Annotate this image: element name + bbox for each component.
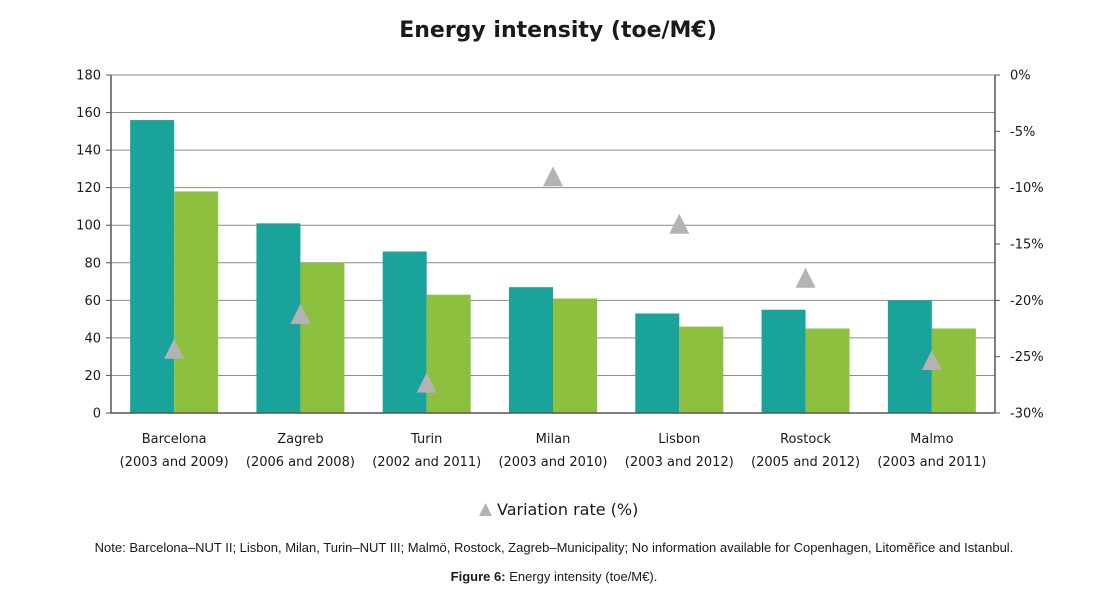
bar-series-1 [130, 120, 175, 414]
variation-marker [543, 166, 563, 187]
y2-tick-label: -25% [1010, 350, 1044, 365]
chart-title: Energy intensity (toe/M€) [399, 18, 717, 43]
bar-series-1 [887, 300, 932, 413]
category-sublabel: (2005 and 2012) [751, 455, 860, 470]
category-label: Milan [536, 432, 571, 447]
y-tick-label: 40 [84, 331, 101, 346]
figure-note: Note: Barcelona–NUT II; Lisbon, Milan, T… [94, 540, 1014, 555]
category-sublabel: (2002 and 2011) [372, 455, 481, 470]
category-label: Lisbon [658, 432, 700, 447]
bars [130, 120, 976, 414]
y2-tick-label: -5% [1010, 125, 1035, 140]
category-label: Zagreb [277, 432, 323, 447]
category-sublabel: (2003 and 2009) [120, 455, 229, 470]
caption-text: Energy intensity (toe/M€). [505, 569, 658, 584]
y-tick-label: 80 [84, 256, 101, 271]
y2-tick-label: -15% [1010, 238, 1044, 253]
y-tick-label: 100 [76, 219, 101, 234]
bar-series-2 [174, 191, 219, 413]
legend-triangle-icon [479, 503, 492, 516]
y2-axis-ticks: 0% -5% -10% -15% -20% -25% -30% [995, 69, 1044, 422]
category-sublabel: (2003 and 2010) [498, 455, 607, 470]
bar-series-2 [805, 328, 850, 413]
category-label: Turin [410, 432, 442, 447]
energy-intensity-chart: Energy intensity (toe/M€) 0 20 40 60 80 100 12… [76, 18, 1044, 519]
bar-series-2 [300, 262, 345, 413]
bar-series-2 [426, 294, 471, 413]
y-tick-label: 20 [84, 369, 101, 384]
variation-marker [290, 303, 311, 324]
y2-tick-label: 0% [1010, 69, 1031, 84]
figure-caption: Figure 6: Energy intensity (toe/M€). [0, 569, 1108, 584]
y-tick-label: 140 [76, 144, 101, 159]
variation-markers [164, 166, 942, 393]
y2-tick-label: -10% [1010, 181, 1044, 196]
category-labels: Barcelona (2003 and 2009) Zagreb (2006 and … [120, 432, 987, 470]
legend-label: Variation rate (%) [497, 500, 638, 519]
y-tick-label: 0 [93, 407, 101, 422]
category-sublabel: (2006 and 2008) [246, 455, 355, 470]
y-tick-label: 120 [76, 181, 101, 196]
y-axis-ticks: 0 20 40 60 80 100 120 140 160 180 [76, 69, 111, 422]
category-label: Malmo [910, 432, 953, 447]
bar-series-2 [931, 328, 976, 413]
y-tick-label: 180 [76, 69, 101, 84]
y-tick-label: 160 [76, 106, 101, 121]
bar-series-1 [509, 287, 553, 413]
variation-marker [669, 213, 690, 234]
bar-series-1 [256, 223, 301, 413]
category-sublabel: (2003 and 2012) [625, 455, 734, 470]
y-tick-label: 60 [84, 294, 101, 309]
bar-series-1 [382, 251, 427, 413]
variation-marker [416, 372, 437, 393]
y2-tick-label: -20% [1010, 294, 1044, 309]
variation-marker [164, 338, 185, 359]
variation-marker [795, 267, 816, 288]
bar-series-2 [553, 298, 597, 413]
category-label: Rostock [780, 432, 831, 447]
category-sublabel: (2003 and 2011) [877, 455, 986, 470]
legend: Variation rate (%) [479, 500, 638, 519]
bar-series-1 [761, 309, 806, 413]
variation-marker [921, 350, 942, 371]
category-label: Barcelona [142, 432, 207, 447]
bar-series-2 [679, 326, 724, 413]
caption-label: Figure 6: [450, 569, 506, 584]
bar-series-1 [635, 313, 680, 413]
y2-tick-label: -30% [1010, 407, 1044, 422]
